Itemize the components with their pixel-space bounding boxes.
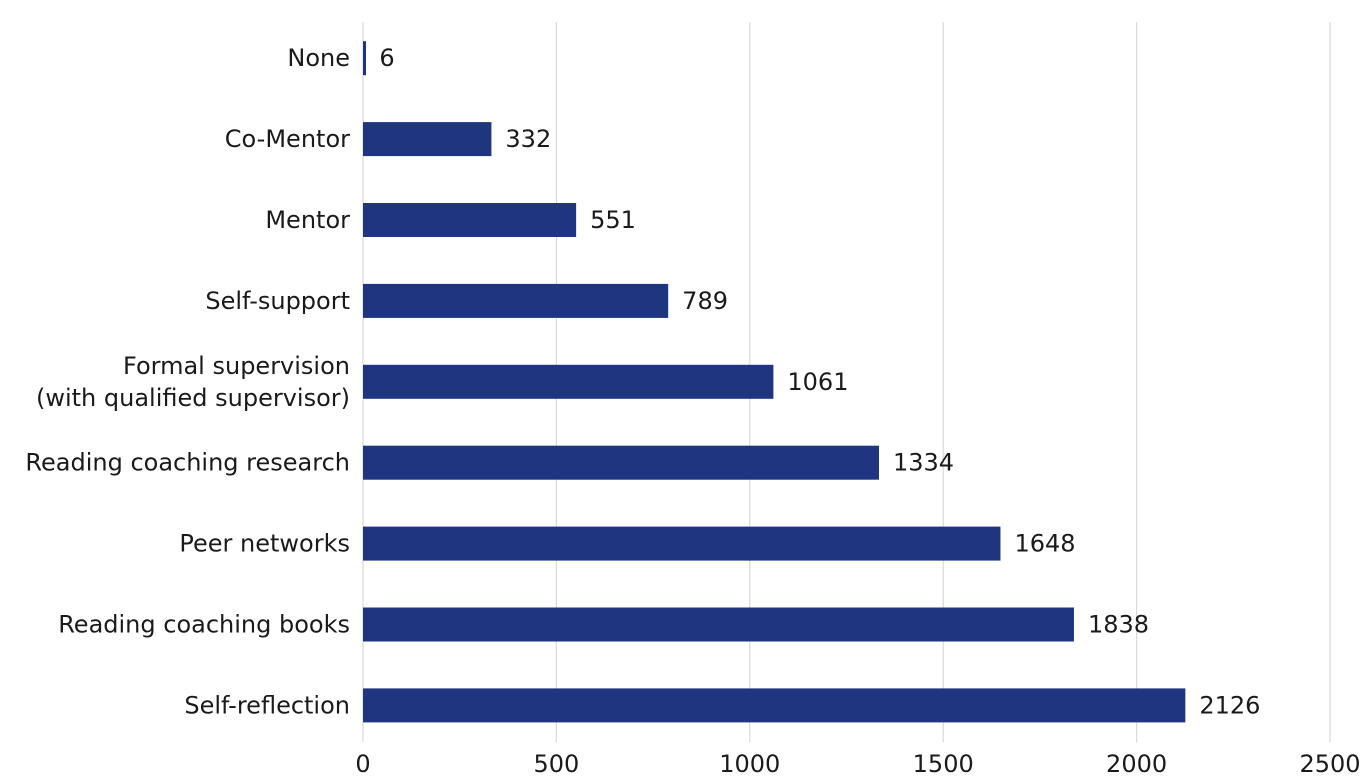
category-label: Self-support	[205, 287, 350, 315]
category-label-line: Self-support	[205, 287, 350, 315]
category-label: Reading coaching research	[25, 449, 350, 477]
data-label: 1334	[893, 449, 954, 477]
x-tick-label: 2000	[1106, 750, 1167, 778]
bar	[363, 122, 492, 157]
x-axis-tick-labels: 0 500 1000 1500 2000 2500	[355, 750, 1360, 778]
category-label-line: Reading coaching research	[25, 449, 350, 477]
x-tick-label: 1500	[913, 750, 974, 778]
bar	[363, 41, 366, 76]
category-label: Reading coaching books	[58, 611, 350, 639]
category-label-line: Mentor	[265, 206, 350, 234]
data-label: 1061	[787, 368, 848, 396]
category-label-line: Self-reflection	[184, 691, 350, 719]
category-label: Co-Mentor	[225, 125, 350, 153]
category-label-line: (with qualified supervisor)	[36, 384, 350, 412]
bar	[363, 364, 774, 399]
category-labels: None Co-Mentor Mentor Self-support Formal su…	[25, 44, 350, 719]
category-label-line: Formal supervision	[123, 352, 350, 380]
data-label: 1838	[1088, 611, 1149, 639]
x-tick-label: 500	[533, 750, 579, 778]
category-label: Peer networks	[179, 530, 350, 558]
data-label: 1648	[1014, 530, 1075, 558]
category-label: Mentor	[265, 206, 350, 234]
x-tick-label: 0	[355, 750, 370, 778]
category-label-line: Co-Mentor	[225, 125, 350, 153]
x-tick-label: 1000	[719, 750, 780, 778]
category-label: Formal supervision (with qualified superv…	[36, 352, 350, 412]
bar	[363, 607, 1074, 642]
category-label-line: None	[287, 44, 350, 72]
bar	[363, 283, 669, 318]
bar	[363, 445, 879, 480]
category-label: Self-reflection	[184, 691, 350, 719]
data-labels: 6 332 551 789 1061 1334 1648 1838 2126	[379, 44, 1260, 719]
x-tick-label: 2500	[1299, 750, 1360, 778]
data-label: 2126	[1199, 691, 1260, 719]
data-label: 551	[590, 206, 636, 234]
bar	[363, 203, 577, 237]
bar	[363, 526, 1001, 561]
category-label-line: Peer networks	[179, 530, 350, 558]
bars	[363, 41, 1186, 723]
data-label: 789	[682, 287, 728, 315]
data-label: 6	[379, 44, 394, 72]
bar	[363, 688, 1186, 723]
category-label: None	[287, 44, 350, 72]
category-label-line: Reading coaching books	[58, 611, 350, 639]
data-label: 332	[505, 125, 551, 153]
